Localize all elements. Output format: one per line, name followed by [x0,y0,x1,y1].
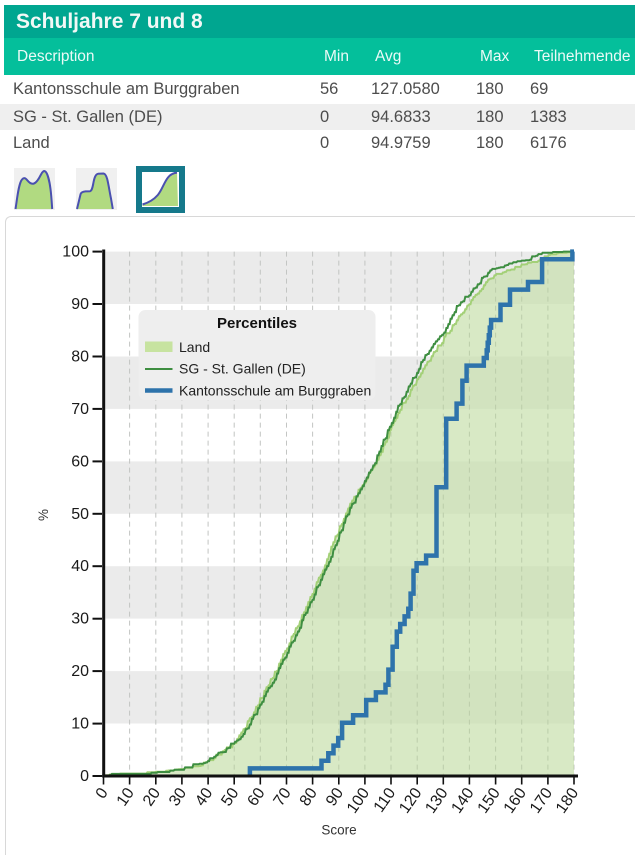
svg-text:Kantonsschule am Burggraben: Kantonsschule am Burggraben [179,383,371,399]
svg-text:150: 150 [475,785,504,817]
svg-text:170: 170 [527,785,556,817]
svg-text:SG - St. Gallen (DE): SG - St. Gallen (DE) [179,361,306,377]
svg-text:50: 50 [71,506,89,523]
svg-text:30: 30 [71,611,89,628]
svg-text:180: 180 [553,785,582,817]
svg-text:%: % [36,509,51,521]
svg-text:10: 10 [114,785,138,809]
svg-text:120: 120 [396,785,425,817]
svg-text:80: 80 [297,785,321,809]
svg-text:100: 100 [344,785,373,817]
svg-text:110: 110 [371,785,400,816]
svg-text:40: 40 [192,785,216,809]
svg-text:0: 0 [93,785,112,802]
svg-text:100: 100 [62,244,89,261]
svg-text:70: 70 [71,401,89,418]
svg-text:40: 40 [71,558,89,575]
svg-text:80: 80 [71,349,89,366]
svg-text:130: 130 [422,785,451,817]
svg-text:30: 30 [166,785,190,809]
svg-text:20: 20 [140,785,164,809]
svg-text:20: 20 [71,663,89,680]
svg-text:10: 10 [71,716,89,733]
svg-text:70: 70 [271,785,295,809]
svg-text:50: 50 [218,785,242,809]
svg-text:60: 60 [71,453,89,470]
svg-text:0: 0 [80,768,89,785]
svg-text:90: 90 [323,785,347,809]
svg-text:160: 160 [501,785,530,817]
svg-text:Land: Land [179,339,210,355]
svg-text:60: 60 [244,785,268,809]
svg-text:Score: Score [321,823,356,838]
svg-text:90: 90 [71,296,89,313]
svg-text:Percentiles: Percentiles [217,315,297,332]
svg-text:140: 140 [448,785,477,817]
